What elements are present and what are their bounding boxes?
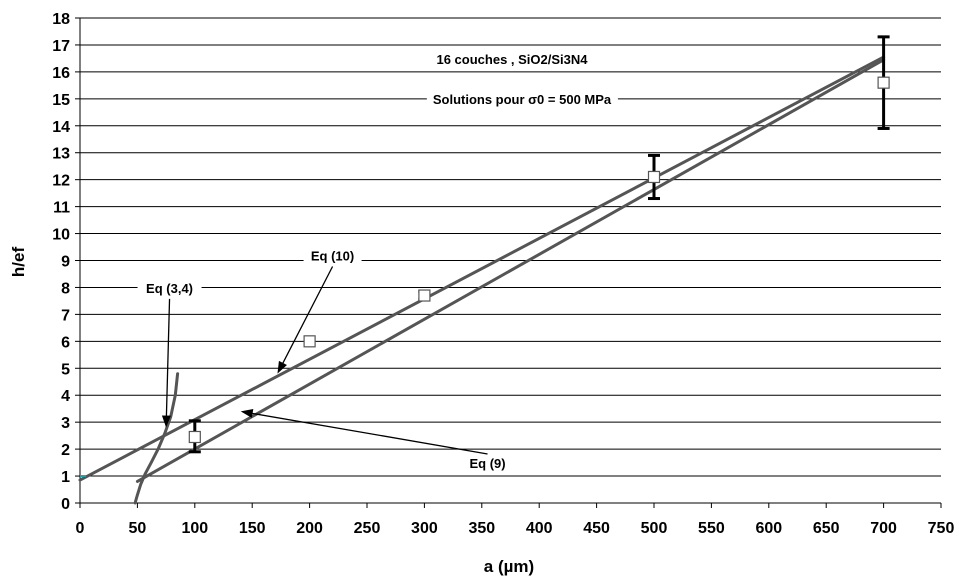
x-tick-label: 250 xyxy=(354,520,381,537)
y-tick-label: 17 xyxy=(52,38,70,55)
axes xyxy=(75,17,942,508)
x-tick-labels: 0 50 100 150 200 250 300 350 400 450 500 550 600 650 7… xyxy=(76,520,955,537)
x-tick-label: 0 xyxy=(76,520,85,537)
y-tick-label: 16 xyxy=(52,65,70,82)
y-tick-label: 9 xyxy=(61,254,70,271)
y-tick-label: 11 xyxy=(53,200,70,217)
annotation-label: Eq (10) xyxy=(311,249,354,264)
title-background xyxy=(430,48,595,71)
chart-title: 16 couches , SiO2/Si3N4 xyxy=(436,52,588,67)
x-tick-label: 650 xyxy=(813,520,840,537)
y-axis-title: h/ef xyxy=(9,247,28,278)
y-tick-label: 4 xyxy=(61,388,70,405)
annotation-arrowhead xyxy=(161,415,171,428)
x-tick-label: 50 xyxy=(129,520,147,537)
y-tick-label: 3 xyxy=(61,415,70,432)
data-point xyxy=(303,335,316,348)
annotation-arrowhead xyxy=(277,360,287,374)
y-tick-label: 2 xyxy=(61,442,70,459)
y-tick-label: 5 xyxy=(61,361,70,378)
data-point xyxy=(188,430,201,444)
x-tick-label: 550 xyxy=(698,520,725,537)
y-tick-label: 10 xyxy=(52,227,70,244)
x-tick-label: 100 xyxy=(181,520,208,537)
y-tick-label: 6 xyxy=(61,334,70,351)
series-line-eq-10 xyxy=(78,55,886,482)
y-tick-label: 8 xyxy=(61,280,70,297)
x-tick-label: 400 xyxy=(526,520,553,537)
y-tick-label: 13 xyxy=(52,146,70,163)
annotation-layer: Eq (10) Eq (9) Eq (3,4) xyxy=(137,246,513,474)
x-tick-label: 750 xyxy=(928,520,955,537)
x-tick-label: 350 xyxy=(468,520,495,537)
x-tick-label: 200 xyxy=(296,520,323,537)
y-tick-label: 18 xyxy=(52,11,70,28)
x-axis-title: a (µm) xyxy=(484,557,534,576)
chart-subtitle: Solutions pour σ0 = 500 MPa xyxy=(433,92,612,107)
annotation-arrow xyxy=(248,412,488,455)
x-tick-label: 450 xyxy=(583,520,610,537)
annotation-label: Eq (3,4) xyxy=(146,281,193,296)
x-tick-label: 600 xyxy=(755,520,782,537)
data-point xyxy=(877,76,890,89)
annotation-label: Eq (9) xyxy=(469,456,505,471)
y-tick-label: 14 xyxy=(52,119,70,136)
y-tick-label: 0 xyxy=(61,496,70,513)
gridlines xyxy=(80,17,941,504)
series-line-eq-9 xyxy=(135,58,886,483)
annotation-arrow xyxy=(165,298,171,420)
x-tick-label: 300 xyxy=(411,520,438,537)
x-tick-label: 150 xyxy=(239,520,266,537)
y-tick-label: 12 xyxy=(52,173,70,190)
data-point xyxy=(418,289,431,302)
annotation-bg xyxy=(462,453,513,474)
y-tick-label: 15 xyxy=(52,92,70,109)
series-layer xyxy=(78,35,890,505)
annotation-arrowhead xyxy=(240,408,254,418)
series-line-eq-3-4 xyxy=(133,372,180,505)
title-background xyxy=(426,88,618,111)
annotation-bg xyxy=(303,246,362,267)
annotation-arrow xyxy=(280,266,334,367)
y-tick-label: 7 xyxy=(61,307,70,324)
y-tick-label: 1 xyxy=(61,469,70,486)
x-tick-label: 700 xyxy=(870,520,897,537)
x-tick-label: 500 xyxy=(641,520,668,537)
data-point xyxy=(647,170,661,184)
annotation-bg xyxy=(137,278,202,299)
